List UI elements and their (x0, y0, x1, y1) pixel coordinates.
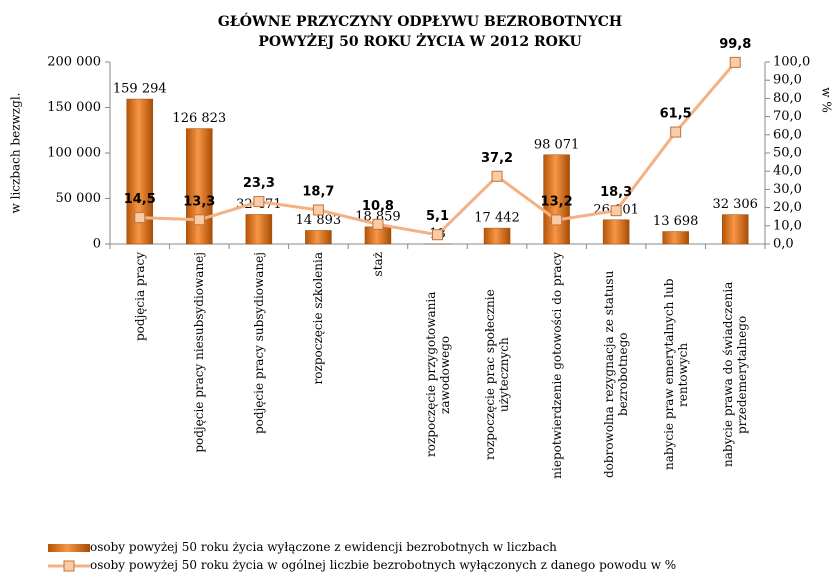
bar-label: 13 698 (653, 214, 699, 229)
x-tick-label: dobrowolna rezygnacja ze statusu bezrobo… (602, 270, 631, 479)
y2-tick-label: 80,0 (773, 91, 802, 106)
bar-label: 159 294 (113, 82, 167, 97)
line-marker (193, 214, 205, 226)
line-marker (551, 214, 563, 226)
line-label: 13,3 (183, 194, 215, 209)
line-marker (729, 56, 741, 68)
x-tick-label: podjęcia pracy (132, 252, 147, 342)
line-label: 23,3 (243, 176, 275, 191)
y2-tick-label: 70,0 (773, 109, 802, 124)
legend-label: osoby powyżej 50 roku życia wyłączone z … (90, 540, 557, 554)
line-marker (372, 218, 384, 230)
bar-label: 98 071 (534, 137, 580, 152)
y2-tick-label: 20,0 (773, 200, 802, 215)
y2-tick-label: 10,0 (773, 218, 802, 233)
y2-axis-title: w % (820, 87, 834, 113)
y2-tick-label: 90,0 (773, 73, 802, 88)
y2-tick-label: 60,0 (773, 127, 802, 142)
line-label: 61,5 (660, 107, 692, 122)
x-tick-label: nabycie praw emerytalnych lub rentowych (661, 278, 690, 471)
x-tick-label: podjęcie pracy subsydiowanej (251, 252, 266, 434)
x-tick-label: niepotwierdzenie gotowości do pracy (549, 252, 564, 479)
x-tick-label: rozpoczęcie szkolenia (311, 252, 326, 385)
bar (305, 230, 332, 245)
y2-tick-label: 40,0 (773, 164, 802, 179)
line-marker (610, 205, 622, 217)
line-label: 99,8 (719, 37, 751, 52)
line-marker (432, 229, 443, 241)
x-tick-label: staż (370, 252, 385, 277)
line-marker (491, 170, 503, 182)
bar (245, 214, 273, 245)
y2-tick-label: 30,0 (773, 182, 802, 197)
chart-subtitle: POWYŻEJ 50 ROKU ŻYCIA W 2012 ROKU (258, 31, 581, 50)
y-axis-title: w liczbach bezwzgl. (9, 93, 23, 214)
line-marker (253, 196, 265, 208)
bar (186, 128, 213, 245)
line-label: 5,1 (426, 209, 449, 224)
line-label: 18,3 (600, 185, 632, 200)
x-tick-label: rozpoczęcie przygotowania zawodowego (423, 291, 452, 458)
y-tick-label: 200 000 (47, 55, 101, 70)
y-tick-label: 0 (93, 237, 101, 252)
legend-swatch (48, 544, 90, 552)
y2-tick-label: 100,0 (773, 55, 810, 70)
line-marker (670, 126, 682, 138)
legend-label: osoby powyżej 50 roku życia w ogólnej li… (90, 558, 677, 572)
bar-label: 17 442 (474, 211, 520, 226)
bar-label: 126 823 (172, 111, 226, 126)
line-label: 10,8 (362, 199, 394, 214)
line-label: 14,5 (124, 192, 156, 207)
bar (483, 227, 511, 245)
bar-label: 32 306 (712, 197, 758, 212)
x-tick-label: podjęcie pracy niesubsydiowanej (192, 252, 207, 453)
x-tick-label: nabycie prawa do świadczenia przedemeryt… (721, 281, 750, 468)
line-label: 13,2 (541, 194, 573, 209)
y-tick-label: 50 000 (56, 191, 102, 206)
legend-swatch (63, 560, 75, 572)
y-tick-label: 150 000 (47, 100, 101, 115)
bar (602, 219, 630, 245)
x-tick-label: rozpoczęcie prac społecznie użytecznych (483, 289, 512, 460)
y-tick-label: 100 000 (47, 146, 101, 161)
bar (543, 154, 570, 245)
line-marker (134, 212, 146, 224)
line-label: 37,2 (481, 151, 513, 166)
line-label: 18,7 (302, 184, 334, 199)
line-marker (312, 204, 324, 216)
bar (662, 231, 689, 245)
bar-label: 14 893 (296, 213, 342, 228)
bar (721, 214, 749, 245)
chart-title: GŁÓWNE PRZYCZYNY ODPŁYWU BEZROBOTNYCH (218, 12, 622, 30)
y2-tick-label: 50,0 (773, 146, 802, 161)
y2-tick-label: 0,0 (773, 237, 794, 252)
